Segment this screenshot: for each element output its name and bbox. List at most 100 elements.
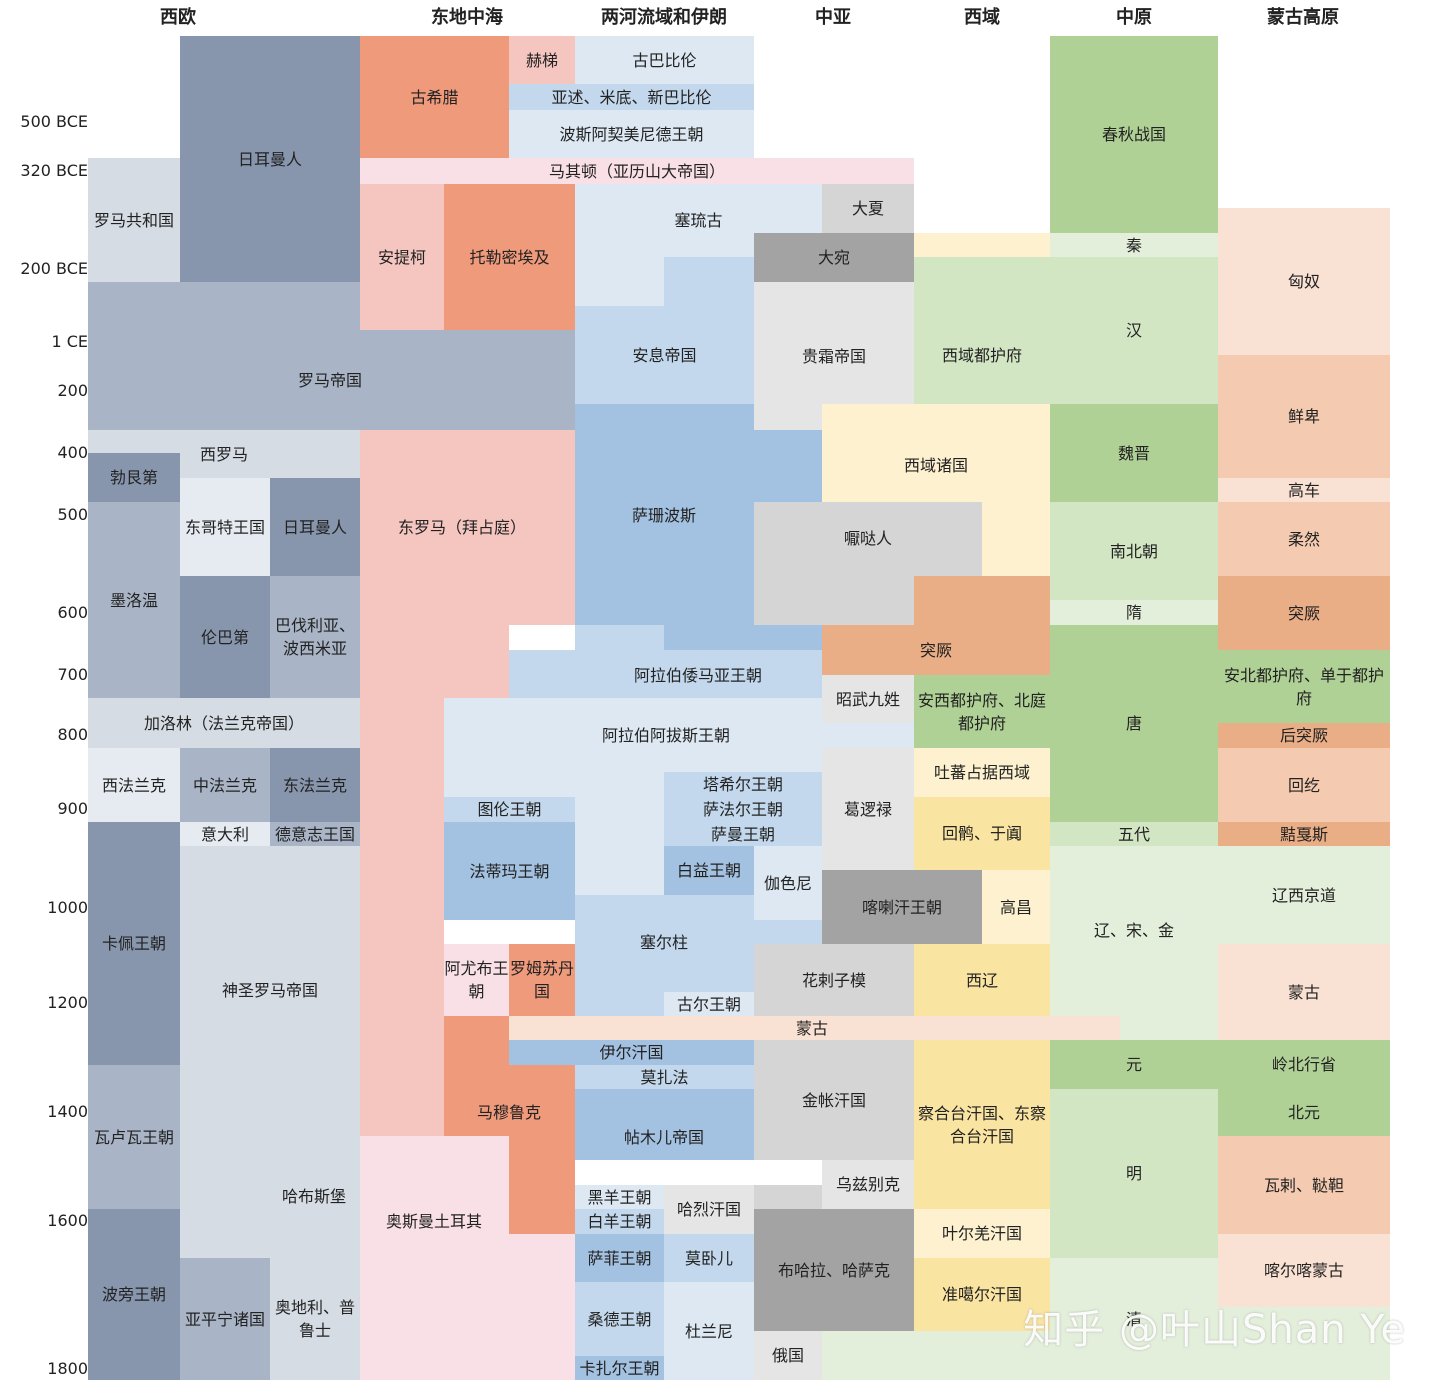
polity-cell: 伦巴第: [180, 576, 270, 698]
polity-cell: 安西都护府、北庭都护府: [914, 675, 1050, 748]
polity-fill: [575, 625, 664, 650]
polity-label: 马其顿（亚历山大帝国）: [548, 161, 725, 181]
polity-label: 葛逻禄: [843, 799, 892, 819]
polity-cell: 杜兰尼: [664, 1282, 754, 1380]
polity-cell: 匈奴: [1218, 208, 1390, 355]
polity-label: 西罗马: [199, 444, 248, 464]
polity-label: 辽、宋、金: [1093, 921, 1174, 940]
polity-cell: 鲜卑: [1218, 355, 1390, 478]
polity-cell: 马其顿（亚历山大帝国）: [360, 158, 914, 184]
polity-cell: 后突厥: [1218, 723, 1390, 748]
polity-cell: 莫扎法: [575, 1065, 754, 1089]
polity-cell: 大宛: [754, 233, 914, 282]
polity-label: 萨菲王朝: [587, 1248, 652, 1268]
region-header: 西域: [964, 7, 1000, 28]
polity-cell: 大夏: [822, 184, 914, 233]
polity-fill: [754, 576, 914, 625]
year-tick-label: 200 BCE: [20, 259, 88, 278]
polity-cell: 高昌: [982, 870, 1050, 944]
polity-fill: [444, 748, 822, 772]
polity-cell: 亚平宁诸国: [180, 1258, 270, 1380]
polity-cell: [575, 502, 754, 625]
polity-cell: 吐蕃占据西域: [914, 748, 1050, 797]
polity-label: 加洛林（法兰克帝国）: [143, 713, 304, 733]
polity-label: 元: [1125, 1055, 1142, 1074]
polity-cell: 回纥: [1218, 748, 1390, 822]
polity-cell: 北元: [1218, 1089, 1390, 1136]
polity-cell: 古尔王朝: [664, 992, 754, 1016]
polity-label: 大宛: [817, 248, 850, 267]
polity-label: 伊尔汗国: [599, 1043, 664, 1062]
polity-label: 五代: [1117, 824, 1150, 844]
year-tick-label: 500: [57, 505, 88, 524]
polity-cell: [360, 430, 575, 625]
polity-cell: [509, 1016, 1120, 1040]
polity-label: 岭北行省: [1271, 1055, 1336, 1074]
polity-cell: 古希腊: [360, 36, 509, 158]
polity-cell: 蒙古: [1218, 944, 1390, 1040]
polity-cell: 塞琉古: [575, 184, 822, 257]
polity-cell: 罗马共和国: [88, 158, 180, 282]
polity-label: 准噶尔汗国: [941, 1285, 1022, 1304]
polity-cell: [754, 502, 982, 576]
polity-fill: [914, 576, 1050, 625]
polity-cell: 桑德王朝: [575, 1282, 664, 1356]
polity-cell: [1050, 1258, 1218, 1380]
polity-cell: [1050, 625, 1218, 822]
polity-cell: [1050, 1089, 1218, 1258]
polity-label: 秦: [1125, 235, 1142, 255]
polity-label: 亚述、米底、新巴比伦: [551, 87, 712, 107]
polity-cell: 白益王朝: [664, 846, 754, 895]
polity-cell: 伽色尼: [754, 846, 822, 920]
polity-cell: 安息帝国: [575, 306, 754, 404]
polity-label: 吐蕃占据西域: [933, 763, 1030, 782]
polity-label: 法蒂玛王朝: [469, 861, 550, 881]
polity-label: 伦巴第: [200, 627, 249, 647]
polity-label: 黠戛斯: [1279, 824, 1328, 844]
polity-label: 罗姆苏丹国: [509, 959, 574, 1001]
polity-cell: 花剌子模: [754, 944, 914, 1016]
polity-label: 亚平宁诸国: [184, 1309, 265, 1329]
polity-label: 赫梯: [525, 50, 558, 70]
polity-fill: [754, 920, 822, 944]
polity-label: 西法兰克: [101, 775, 166, 795]
polity-cell: 秦: [1050, 233, 1218, 257]
year-tick-label: 800: [57, 725, 88, 744]
year-tick-label: 700: [57, 665, 88, 684]
polity-label: 叶尔羌汗国: [941, 1224, 1022, 1243]
polity-label: 嚈哒人: [843, 529, 892, 548]
polity-label: 阿拉伯阿拔斯王朝: [601, 726, 730, 745]
polity-cell: 高车: [1218, 478, 1390, 502]
polity-label: 卡扎尔王朝: [579, 1358, 660, 1378]
polity-label: 意大利: [200, 824, 249, 844]
polity-label: 黑羊王朝: [587, 1187, 652, 1207]
polity-cell: 东法兰克: [270, 748, 360, 822]
polity-cell: 金帐汗国: [754, 1040, 914, 1160]
polity-cell: 布哈拉、哈萨克: [754, 1209, 914, 1331]
polity-cell: [360, 1136, 509, 1380]
polity-fill: [509, 1234, 575, 1380]
polity-label: 哈烈汗国: [676, 1200, 741, 1219]
polity-cell: 萨法尔王朝: [664, 797, 822, 822]
polity-label: 日耳曼人: [237, 149, 302, 169]
polity-cell: 波斯阿契美尼德王朝: [509, 110, 754, 158]
year-tick-label: 200: [57, 381, 88, 400]
polity-label: 奥斯曼土耳其: [385, 1212, 482, 1231]
polity-label: 东罗马（拜占庭）: [397, 518, 526, 537]
region-header: 东地中海: [431, 7, 503, 28]
polity-label: 贵霜帝国: [801, 346, 866, 366]
polity-fill: [754, 1185, 822, 1209]
polity-label: 古希腊: [410, 87, 459, 107]
polity-cell: 西域都护府: [914, 306, 1050, 404]
polity-cell: [180, 846, 360, 1136]
polity-label: 波旁王朝: [101, 1285, 166, 1304]
polity-label: 辽西京道: [1271, 885, 1336, 905]
polity-cell: 汉: [1050, 257, 1218, 404]
polity-label: 波斯阿契美尼德王朝: [559, 124, 704, 144]
polity-label: 伽色尼: [763, 873, 812, 893]
polity-cell: 波旁王朝: [88, 1209, 180, 1380]
polity-cell: [575, 1089, 754, 1160]
polity-label: 德意志王国: [274, 824, 355, 844]
polity-cell: 赫梯: [509, 36, 575, 84]
polity-fill: [1120, 1016, 1218, 1040]
